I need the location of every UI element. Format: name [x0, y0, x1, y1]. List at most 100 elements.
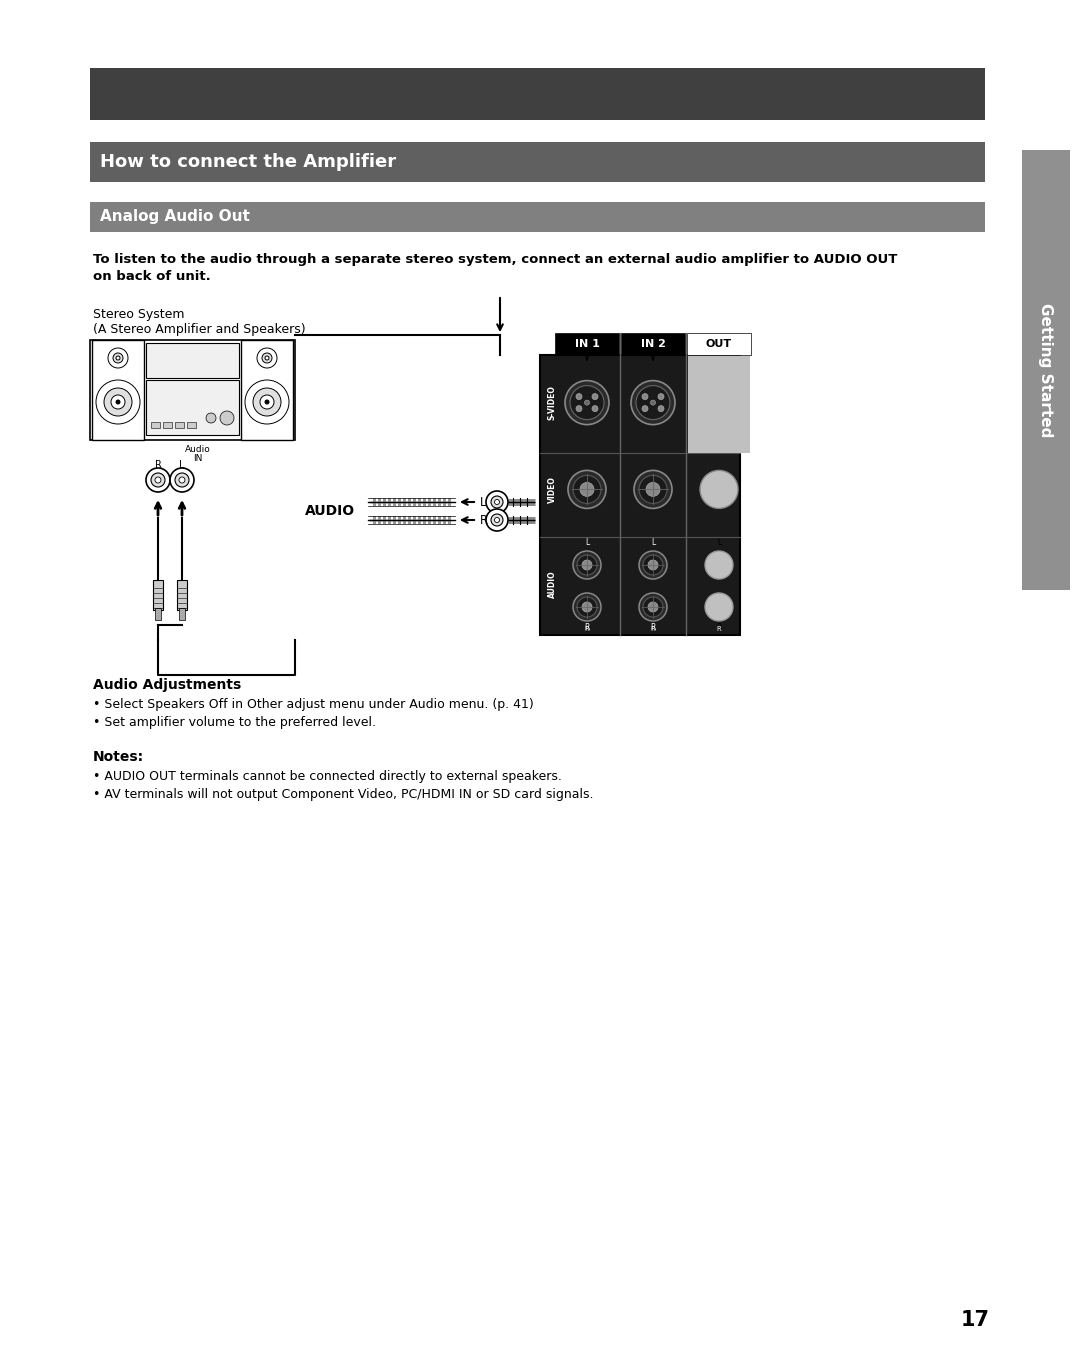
Circle shape	[568, 470, 606, 508]
Circle shape	[648, 560, 658, 570]
Circle shape	[582, 560, 592, 570]
Circle shape	[573, 551, 600, 579]
Bar	[156, 608, 161, 620]
Bar	[403, 517, 406, 523]
Circle shape	[577, 555, 597, 575]
Text: IN 1: IN 1	[575, 339, 599, 349]
Circle shape	[643, 597, 663, 617]
Circle shape	[111, 395, 125, 409]
Circle shape	[220, 412, 234, 425]
Circle shape	[260, 395, 274, 409]
Text: 17: 17	[961, 1310, 990, 1330]
Bar	[438, 497, 441, 506]
Bar	[540, 354, 740, 635]
Text: AUDIO: AUDIO	[548, 571, 556, 598]
Bar	[403, 497, 406, 506]
Bar	[408, 517, 411, 523]
Circle shape	[658, 406, 664, 412]
Text: R: R	[480, 514, 488, 526]
Bar	[378, 517, 381, 523]
Circle shape	[257, 348, 276, 368]
Bar	[393, 517, 396, 523]
Bar	[433, 517, 436, 523]
Text: • AUDIO OUT terminals cannot be connected directly to external speakers.: • AUDIO OUT terminals cannot be connecte…	[93, 770, 562, 782]
Circle shape	[151, 473, 165, 487]
Circle shape	[265, 399, 269, 403]
Text: L: L	[585, 538, 589, 547]
Circle shape	[592, 406, 598, 412]
Text: Notes:: Notes:	[93, 750, 144, 765]
Bar	[423, 497, 426, 506]
Circle shape	[636, 386, 670, 420]
Text: Getting Started: Getting Started	[1039, 303, 1053, 438]
Circle shape	[639, 593, 667, 622]
Circle shape	[584, 401, 590, 405]
Text: R: R	[650, 623, 656, 632]
Circle shape	[648, 602, 658, 612]
Circle shape	[634, 470, 672, 508]
Text: AUDIO: AUDIO	[305, 504, 355, 518]
Bar	[388, 517, 391, 523]
Text: OUT: OUT	[706, 339, 732, 349]
Bar	[688, 356, 750, 453]
Bar	[92, 339, 144, 440]
Circle shape	[577, 597, 597, 617]
Text: S-VIDEO: S-VIDEO	[548, 386, 556, 420]
Circle shape	[146, 468, 170, 492]
Circle shape	[491, 496, 503, 508]
Bar	[177, 581, 187, 611]
Circle shape	[582, 602, 592, 612]
Text: • AV terminals will not output Component Video, PC/HDMI IN or SD card signals.: • AV terminals will not output Component…	[93, 788, 594, 801]
Bar	[413, 517, 416, 523]
Text: IN: IN	[193, 454, 202, 463]
Circle shape	[705, 551, 733, 579]
Circle shape	[495, 499, 499, 504]
Circle shape	[108, 348, 129, 368]
Circle shape	[642, 394, 648, 399]
Text: Analog Audio Out: Analog Audio Out	[100, 210, 249, 225]
Text: R: R	[584, 626, 590, 632]
Bar	[700, 470, 738, 508]
Text: R: R	[154, 459, 161, 470]
Bar	[151, 423, 160, 428]
Bar	[448, 517, 451, 523]
Bar	[146, 343, 239, 378]
Text: R: R	[650, 626, 656, 632]
Bar	[433, 497, 436, 506]
Bar	[423, 517, 426, 523]
Text: Stereo System: Stereo System	[93, 308, 185, 322]
Circle shape	[643, 555, 663, 575]
Circle shape	[491, 514, 503, 526]
Bar	[448, 497, 451, 506]
Circle shape	[570, 386, 604, 420]
Circle shape	[170, 468, 194, 492]
Text: VIDEO: VIDEO	[548, 476, 556, 503]
Bar	[399, 497, 401, 506]
Circle shape	[245, 380, 289, 424]
Bar	[146, 380, 239, 435]
Bar	[418, 517, 421, 523]
Circle shape	[116, 356, 120, 360]
Circle shape	[650, 401, 656, 405]
Bar	[687, 333, 751, 354]
Text: L: L	[480, 496, 486, 508]
Bar	[378, 497, 381, 506]
Circle shape	[631, 380, 675, 425]
Bar	[90, 68, 985, 120]
Text: L: L	[651, 538, 656, 547]
Text: R: R	[716, 623, 721, 632]
Bar	[383, 517, 386, 523]
Bar	[705, 551, 733, 579]
Text: L: L	[717, 538, 721, 547]
Circle shape	[116, 399, 120, 403]
Text: on back of unit.: on back of unit.	[93, 270, 211, 284]
Bar	[179, 608, 185, 620]
Text: (A Stereo Amplifier and Speakers): (A Stereo Amplifier and Speakers)	[93, 323, 306, 337]
Bar	[438, 517, 441, 523]
Bar	[90, 339, 295, 440]
Circle shape	[206, 413, 216, 423]
Circle shape	[639, 551, 667, 579]
Circle shape	[576, 394, 582, 399]
Bar	[1022, 150, 1070, 590]
Text: • Set amplifier volume to the preferred level.: • Set amplifier volume to the preferred …	[93, 716, 376, 729]
